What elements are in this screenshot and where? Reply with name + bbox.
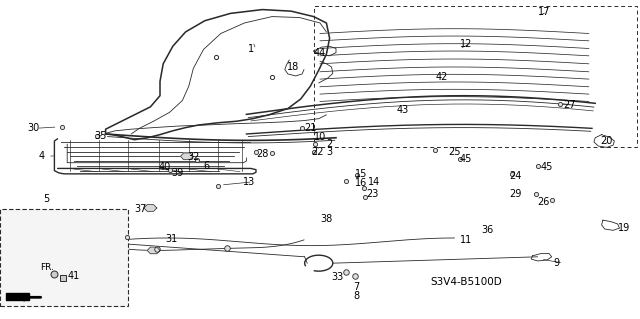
- Text: 6: 6: [204, 161, 210, 171]
- Text: 20: 20: [600, 136, 612, 146]
- Text: 8: 8: [353, 291, 360, 301]
- Text: 38: 38: [320, 214, 332, 225]
- Text: 18: 18: [287, 62, 299, 72]
- Text: 7: 7: [353, 282, 360, 292]
- Text: 21: 21: [305, 122, 317, 133]
- Text: 28: 28: [256, 149, 268, 159]
- Text: 35: 35: [95, 130, 107, 141]
- Text: 36: 36: [481, 225, 493, 235]
- Text: 16: 16: [355, 178, 367, 189]
- Text: 2: 2: [326, 139, 333, 149]
- Text: 23: 23: [366, 189, 378, 199]
- Bar: [0, 209, 128, 306]
- Text: 32: 32: [188, 152, 200, 162]
- Bar: [314, 6, 637, 147]
- Text: 42: 42: [435, 71, 447, 82]
- Text: 44: 44: [314, 48, 326, 58]
- Text: 27: 27: [563, 100, 576, 110]
- Text: 3: 3: [326, 146, 333, 157]
- Polygon shape: [6, 293, 29, 300]
- Polygon shape: [180, 153, 193, 160]
- Text: 10: 10: [314, 132, 326, 142]
- Text: 24: 24: [509, 171, 521, 181]
- Text: 41: 41: [67, 271, 79, 281]
- Text: 14: 14: [368, 177, 380, 187]
- Text: 13: 13: [243, 177, 255, 187]
- Text: 45: 45: [460, 154, 472, 165]
- Text: 31: 31: [165, 234, 177, 244]
- Text: 4: 4: [38, 151, 45, 161]
- Text: 39: 39: [172, 168, 184, 178]
- Text: S3V4-B5100D: S3V4-B5100D: [430, 277, 502, 287]
- Text: 43: 43: [397, 105, 409, 115]
- Text: 45: 45: [541, 162, 553, 173]
- Text: 37: 37: [134, 204, 147, 214]
- Text: FR.: FR.: [40, 263, 54, 272]
- Text: 33: 33: [332, 272, 344, 282]
- Text: 9: 9: [554, 258, 560, 268]
- Text: 22: 22: [311, 147, 324, 158]
- Text: 26: 26: [538, 197, 550, 207]
- Text: 5: 5: [44, 194, 50, 204]
- Polygon shape: [147, 247, 160, 254]
- Polygon shape: [144, 205, 157, 211]
- Text: 40: 40: [159, 161, 171, 172]
- Text: 29: 29: [509, 189, 521, 199]
- Text: 12: 12: [460, 39, 472, 49]
- Text: 25: 25: [448, 146, 461, 157]
- Text: 15: 15: [355, 169, 367, 179]
- Text: 30: 30: [27, 123, 39, 133]
- Text: 17: 17: [538, 7, 550, 17]
- Text: 19: 19: [618, 223, 630, 233]
- Text: 1: 1: [248, 44, 255, 55]
- Text: 11: 11: [460, 235, 472, 245]
